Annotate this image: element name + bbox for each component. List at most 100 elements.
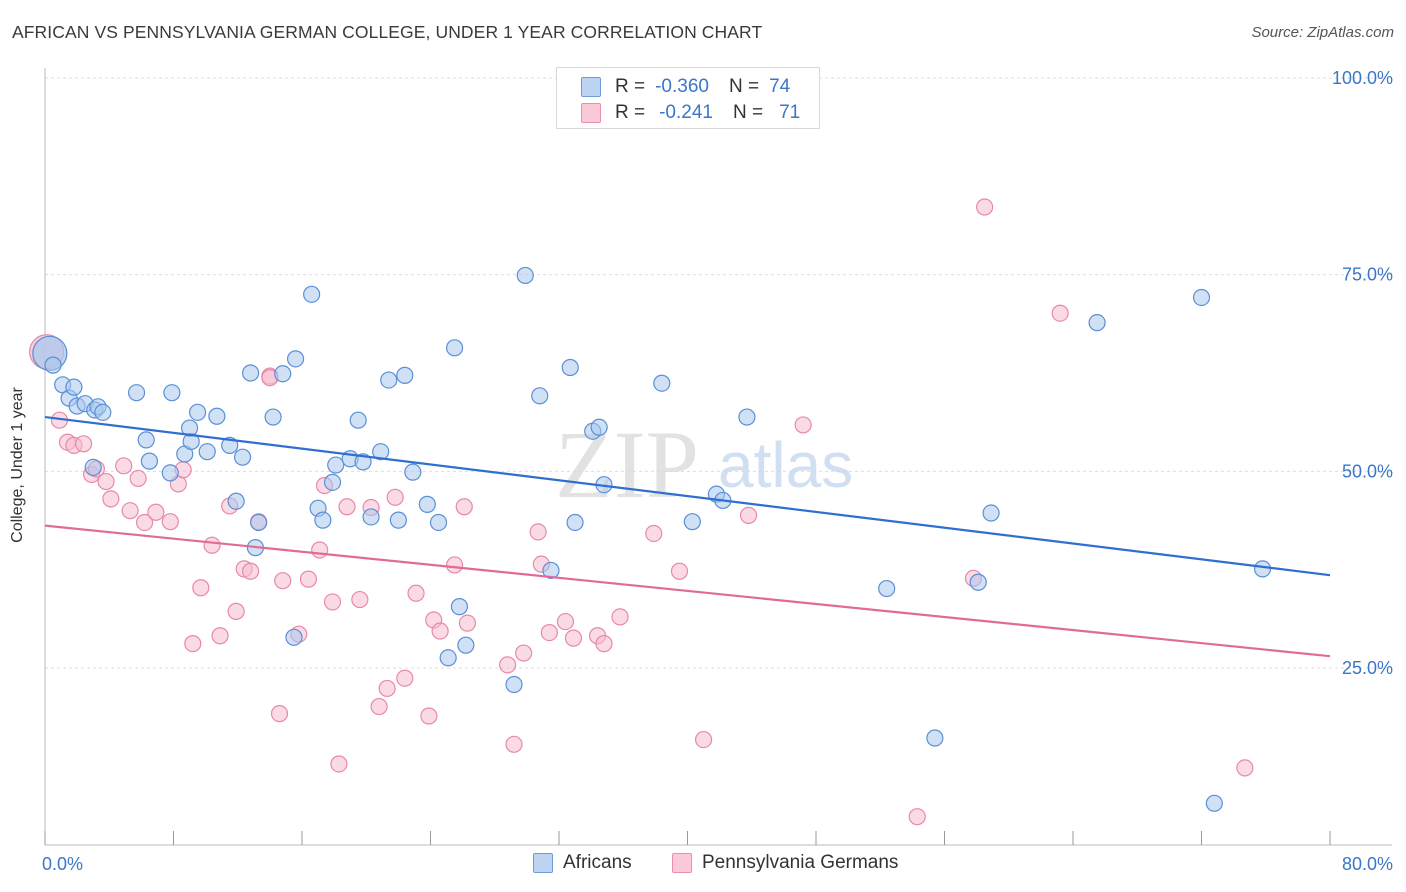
- data-point: [516, 266, 534, 285]
- y-tick-label: 50.0%: [1342, 461, 1393, 481]
- data-point: [135, 513, 154, 532]
- data-point: [908, 808, 926, 826]
- data-point: [227, 602, 245, 620]
- data-point: [250, 513, 268, 532]
- data-point: [285, 628, 303, 646]
- data-point: [227, 492, 245, 510]
- data-point: [314, 511, 332, 529]
- data-point: [458, 614, 477, 632]
- data-point: [418, 495, 436, 513]
- data-point: [404, 463, 422, 481]
- data-point: [561, 358, 579, 377]
- data-point: [370, 697, 388, 716]
- data-point: [794, 416, 812, 434]
- axes: [44, 68, 1392, 846]
- data-point: [1253, 560, 1272, 578]
- data-point: [540, 623, 558, 642]
- data-point: [1051, 304, 1069, 322]
- data-point: [611, 608, 629, 626]
- chart-title: AFRICAN VS PENNSYLVANIA GERMAN COLLEGE, …: [12, 22, 763, 42]
- data-point: [330, 755, 348, 773]
- data-point: [203, 536, 221, 554]
- data-point: [515, 644, 533, 662]
- data-point: [445, 339, 464, 357]
- data-point: [420, 707, 438, 725]
- data-point: [327, 456, 345, 474]
- pennsylvania-germans-legend-swatch: [672, 853, 692, 873]
- data-point: [505, 675, 523, 694]
- data-point: [694, 730, 713, 749]
- x-tick-label: 80.0%: [1342, 854, 1393, 874]
- data-point: [161, 513, 179, 531]
- data-point: [455, 498, 473, 516]
- data-point: [450, 598, 469, 616]
- africans-swatch: [581, 77, 601, 97]
- data-point: [211, 627, 229, 645]
- trend-line-pennsylvania-germans: [44, 524, 1331, 658]
- source-credit: Source: ZipAtlas.com: [1251, 24, 1394, 41]
- data-point: [274, 572, 292, 590]
- data-point: [147, 503, 165, 521]
- data-point: [976, 198, 994, 216]
- n-label: N =: [732, 102, 764, 123]
- data-point: [121, 502, 139, 520]
- data-point: [380, 371, 398, 389]
- data-point: [738, 408, 756, 426]
- data-point: [431, 622, 449, 640]
- data-point: [94, 403, 112, 421]
- data-point: [542, 561, 560, 580]
- data-point: [445, 556, 464, 574]
- trend-lines: [44, 415, 1331, 658]
- n-value: 74: [769, 76, 791, 97]
- data-point: [115, 457, 133, 475]
- data-point: [184, 635, 202, 653]
- data-point: [505, 735, 523, 753]
- data-point: [1205, 794, 1223, 812]
- data-point: [429, 513, 448, 532]
- data-point: [566, 513, 584, 532]
- data-point: [653, 374, 671, 392]
- series-africans: [32, 266, 1272, 812]
- data-point: [389, 511, 407, 529]
- data-point: [982, 504, 1000, 522]
- legend-row-africans: R = -0.360 N = 74: [581, 75, 790, 99]
- data-point: [1192, 288, 1211, 307]
- data-point: [362, 508, 380, 526]
- africans-legend-swatch: [533, 853, 553, 873]
- data-point: [242, 562, 260, 580]
- data-point: [595, 635, 613, 653]
- data-point: [264, 408, 282, 426]
- data-point: [299, 570, 318, 588]
- data-point: [926, 729, 944, 747]
- data-point: [354, 453, 372, 471]
- data-point: [137, 431, 155, 449]
- africans-legend-label: Africans: [563, 852, 632, 873]
- data-point: [102, 490, 120, 508]
- data-point: [590, 418, 608, 436]
- x-tick-label: 0.0%: [42, 854, 83, 874]
- pennsylvania-germans-legend-label: Pennsylvania Germans: [702, 852, 899, 873]
- data-point: [65, 378, 83, 396]
- data-point: [44, 356, 62, 374]
- data-point: [286, 350, 305, 368]
- data-point: [499, 656, 517, 674]
- watermark-zip: ZIP: [555, 411, 699, 518]
- data-point: [163, 384, 181, 402]
- data-point: [242, 364, 260, 382]
- data-point: [274, 365, 292, 383]
- y-tick-label: 75.0%: [1342, 265, 1393, 285]
- data-point: [407, 584, 425, 602]
- data-point: [127, 384, 146, 402]
- data-point: [439, 649, 457, 667]
- data-point: [378, 679, 396, 698]
- data-point: [192, 579, 210, 597]
- r-value: -0.241: [659, 102, 713, 123]
- data-point: [323, 593, 342, 611]
- data-point: [188, 403, 207, 421]
- watermark-atlas: atlas: [718, 429, 853, 501]
- r-label: R =: [615, 76, 646, 97]
- data-point: [396, 366, 414, 384]
- data-point: [556, 612, 575, 631]
- data-point: [129, 469, 147, 488]
